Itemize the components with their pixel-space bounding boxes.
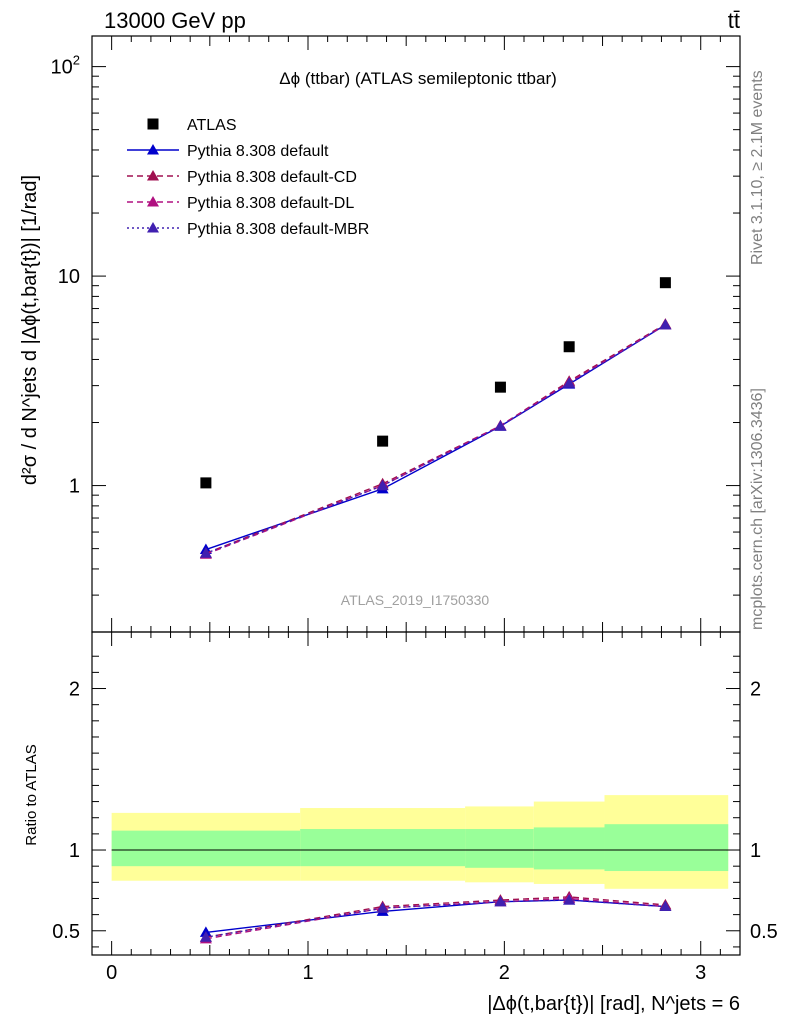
inner-band (533, 827, 605, 870)
legend-marker (147, 170, 159, 181)
x-axis-label: |Δϕ(t,bar{t})| [rad], N^jets = 6 (487, 993, 740, 1015)
ratio-point (659, 900, 672, 912)
legend-label: Pythia 8.308 default-DL (187, 195, 354, 212)
ratio-panel: 0 1 2 3 0.5 0.5 1 1 2 2 (52, 631, 778, 984)
legend-marker (147, 144, 159, 155)
legend-marker (147, 222, 159, 233)
main-panel: 1 10 102 (51, 35, 741, 633)
data-point-mc (199, 547, 212, 558)
data-point-atlas (494, 381, 506, 393)
y-tick-label-exponent: 2 (73, 53, 80, 68)
x-tick-label: 3 (695, 962, 706, 984)
data-point-mc (376, 479, 389, 491)
watermark: ATLAS_2019_I1750330 (341, 592, 490, 608)
ratio-line-2 (205, 897, 666, 940)
inner-band (604, 824, 729, 872)
ratio-y-tick-label-right: 1 (750, 840, 761, 862)
data-point-mc (494, 420, 507, 431)
ratio-point (199, 931, 212, 942)
data-point-atlas (200, 477, 212, 489)
data-point-mc (563, 377, 576, 388)
main-y-axis-label: d²σ / d N^jets d |Δϕ(t,bar{t})| [1/rad] (19, 175, 41, 485)
series-line-3 (205, 324, 666, 555)
legend-label: Pythia 8.308 default (187, 143, 329, 160)
data-point-atlas (659, 277, 671, 289)
legend-marker (147, 196, 159, 207)
series-line-2 (205, 323, 666, 554)
mcplots-label: mcplots.cern.ch [arXiv:1306.3436] (749, 388, 766, 630)
x-tick-label: 0 (106, 962, 117, 984)
header-right: tt̄ (728, 8, 740, 33)
inner-band (111, 830, 301, 867)
legend-label: Pythia 8.308 default-MBR (187, 221, 369, 238)
legend-label: ATLAS (187, 117, 237, 134)
y-tick-label: 102 (51, 53, 80, 79)
series-line-4 (205, 324, 666, 554)
series-line-1 (205, 324, 666, 551)
header-left: 13000 GeV pp (104, 8, 246, 33)
ratio-frame (91, 631, 741, 956)
ratio-point (563, 894, 576, 905)
y-tick-label: 1 (69, 476, 80, 498)
ratio-line-1 (205, 896, 666, 938)
data-point-mc (659, 318, 672, 330)
ratio-y-tick-label: 0.5 (52, 921, 80, 943)
chart-title: Δϕ (ttbar) (ATLAS semileptonic ttbar) (279, 69, 557, 88)
rivet-label: Rivet 3.1.10, ≥ 2.1M events (749, 70, 766, 265)
ratio-y-tick-label: 1 (69, 840, 80, 862)
ratio-y-tick-label-right: 0.5 (750, 921, 778, 943)
inner-band (300, 829, 466, 867)
legend: ATLAS Pythia 8.308 default Pythia 8.308 de… (127, 117, 369, 238)
y-tick-label: 10 (58, 266, 80, 288)
ratio-point (376, 902, 389, 913)
ratio-y-axis-label: Ratio to ATLAS (23, 744, 40, 845)
data-point-atlas (377, 435, 389, 447)
x-tick-label: 1 (302, 962, 313, 984)
inner-band (465, 829, 534, 868)
x-tick-label: 2 (499, 962, 510, 984)
legend-marker (147, 118, 159, 130)
legend-label: Pythia 8.308 default-CD (187, 169, 357, 186)
ratio-y-tick-label: 2 (69, 679, 80, 701)
data-point-atlas (563, 341, 575, 353)
ratio-y-tick-label-right: 2 (750, 679, 761, 701)
ratio-point (494, 895, 507, 907)
